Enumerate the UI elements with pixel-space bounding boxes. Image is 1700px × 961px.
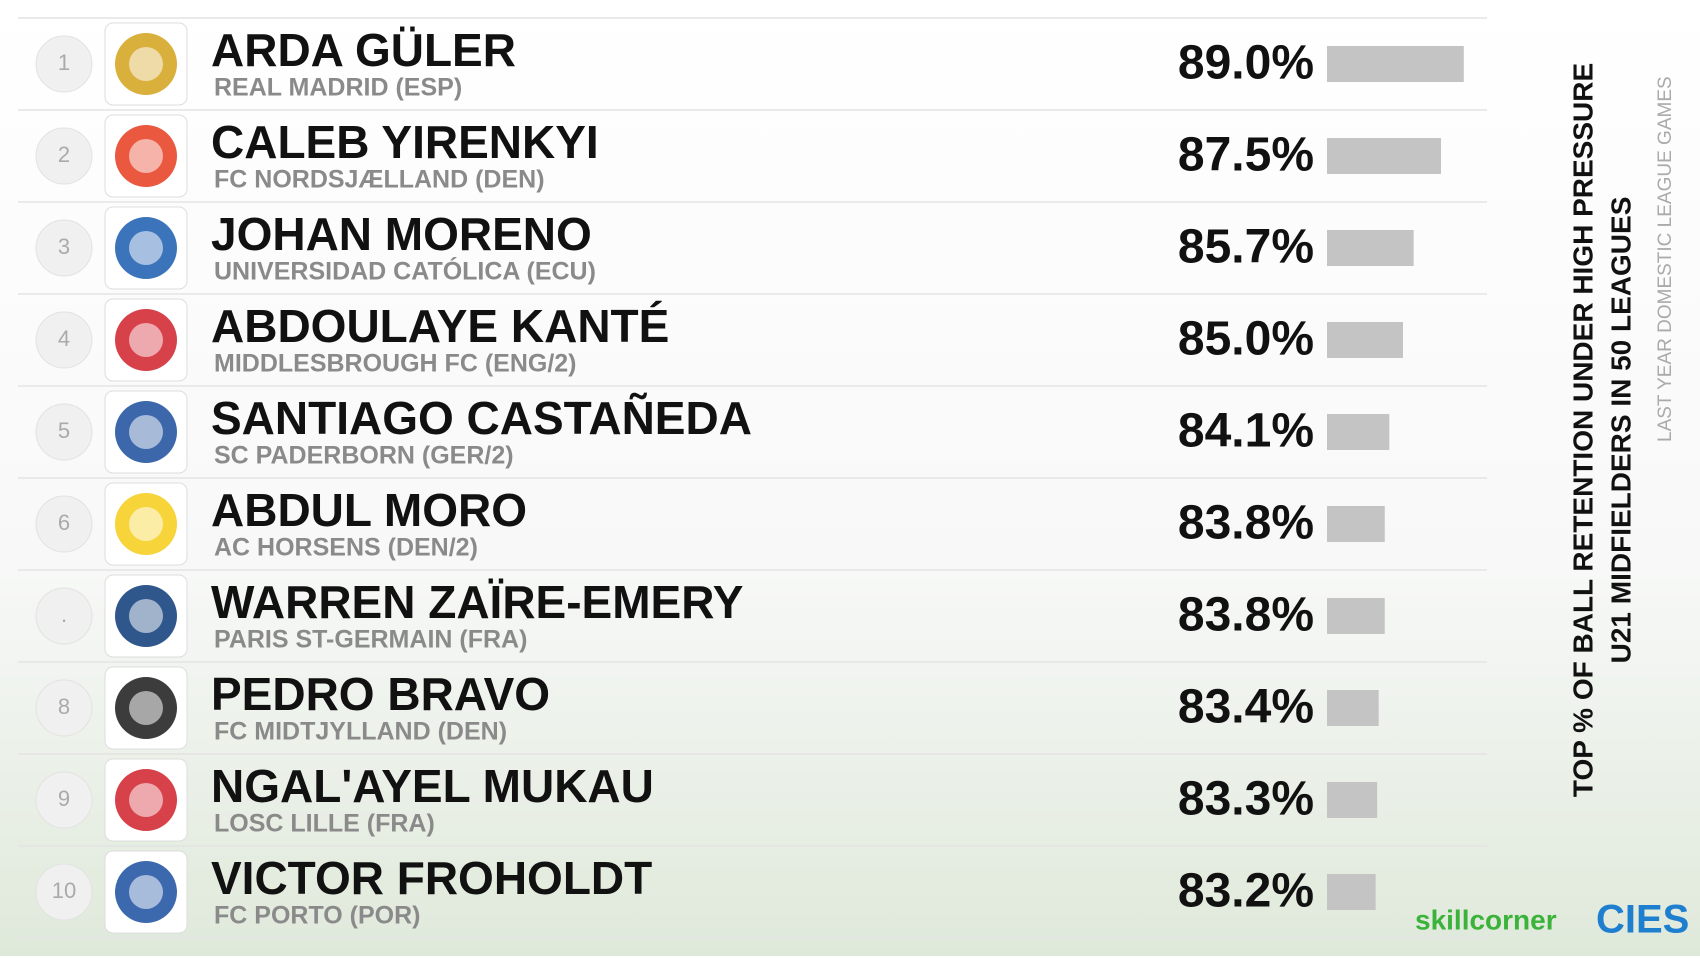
player-name: ABDUL MORO xyxy=(211,484,527,536)
player-name: WARREN ZAÏRE-EMERY xyxy=(211,576,743,628)
club-logo-inner xyxy=(129,139,163,173)
value-label: 83.8% xyxy=(1178,589,1314,642)
value-label: 85.0% xyxy=(1178,313,1314,366)
club-name: LOSC LILLE (FRA) xyxy=(214,810,435,838)
club-logo-inner xyxy=(129,507,163,541)
value-label: 87.5% xyxy=(1178,129,1314,182)
club-name: FC MIDTJYLLAND (DEN) xyxy=(214,718,507,746)
subtitle: LAST YEAR DOMESTIC LEAGUE GAMES xyxy=(1655,76,1676,442)
player-name: NGAL'AYEL MUKAU xyxy=(211,760,654,812)
rank-label: 4 xyxy=(58,326,70,351)
club-name: FC NORDSJÆLLAND (DEN) xyxy=(214,166,545,194)
player-name: PEDRO BRAVO xyxy=(211,668,550,720)
bar xyxy=(1327,782,1378,818)
rank-badge xyxy=(35,127,93,185)
value-label: 85.7% xyxy=(1178,221,1314,274)
rank-label: 9 xyxy=(58,786,70,811)
club-name: MIDDLESBROUGH FC (ENG/2) xyxy=(214,350,577,378)
club-name: FC PORTO (POR) xyxy=(214,902,420,930)
bar xyxy=(1327,598,1385,634)
bar xyxy=(1327,874,1376,910)
club-logo-inner xyxy=(129,47,163,81)
player-name: VICTOR FROHOLDT xyxy=(211,852,652,904)
bar xyxy=(1327,322,1403,358)
club-name: AC HORSENS (DEN/2) xyxy=(214,534,478,562)
club-name: SC PADERBORN (GER/2) xyxy=(214,442,514,470)
rank-badge xyxy=(35,403,93,461)
rank-badge xyxy=(35,219,93,277)
club-logo-inner xyxy=(129,875,163,909)
club-name: UNIVERSIDAD CATÓLICA (ECU) xyxy=(214,256,596,286)
rank-label: 10 xyxy=(52,878,76,903)
value-label: 83.3% xyxy=(1178,773,1314,826)
club-logo-inner xyxy=(129,323,163,357)
title-line: TOP % OF BALL RETENTION UNDER HIGH PRESS… xyxy=(1567,63,1598,797)
title-group: TOP % OF BALL RETENTION UNDER HIGH PRESS… xyxy=(1567,63,1676,797)
title-line: U21 MIDFIELDERS IN 50 LEAGUES xyxy=(1605,197,1636,664)
player-name: SANTIAGO CASTAÑEDA xyxy=(211,392,752,444)
club-logo-inner xyxy=(129,231,163,265)
bar xyxy=(1327,46,1464,82)
rank-label: 8 xyxy=(58,694,70,719)
value-label: 89.0% xyxy=(1178,37,1314,90)
club-name: REAL MADRID (ESP) xyxy=(214,74,462,102)
rank-label: 6 xyxy=(58,510,70,535)
club-logo-inner xyxy=(129,599,163,633)
bar xyxy=(1327,506,1385,542)
club-logo-inner xyxy=(129,783,163,817)
bar xyxy=(1327,138,1441,174)
rank-label: 1 xyxy=(58,50,70,75)
club-logo-inner xyxy=(129,415,163,449)
club-logo-inner xyxy=(129,691,163,725)
player-name: ARDA GÜLER xyxy=(211,24,516,76)
club-name: PARIS ST-GERMAIN (FRA) xyxy=(214,626,527,654)
logo-text: CIES xyxy=(1596,898,1689,942)
value-label: 83.8% xyxy=(1178,497,1314,550)
rank-badge xyxy=(35,495,93,553)
player-name: JOHAN MORENO xyxy=(211,208,592,260)
rank-badge xyxy=(35,35,93,93)
value-label: 83.2% xyxy=(1178,865,1314,918)
logo-text: skillcorner xyxy=(1415,904,1557,935)
value-label: 83.4% xyxy=(1178,681,1314,734)
bar xyxy=(1327,414,1390,450)
rank-badge xyxy=(35,771,93,829)
bar xyxy=(1327,230,1414,266)
rank-badge xyxy=(35,679,93,737)
rank-label: . xyxy=(61,602,67,627)
rank-badge xyxy=(35,311,93,369)
player-name: CALEB YIRENKYI xyxy=(211,116,599,168)
rank-label: 3 xyxy=(58,234,70,259)
rank-label: 5 xyxy=(58,418,70,443)
rank-badge xyxy=(35,587,93,645)
player-name: ABDOULAYE KANTÉ xyxy=(211,300,669,352)
rank-label: 2 xyxy=(58,142,70,167)
bar xyxy=(1327,690,1379,726)
rank-badge xyxy=(35,863,93,921)
value-label: 84.1% xyxy=(1178,405,1314,458)
